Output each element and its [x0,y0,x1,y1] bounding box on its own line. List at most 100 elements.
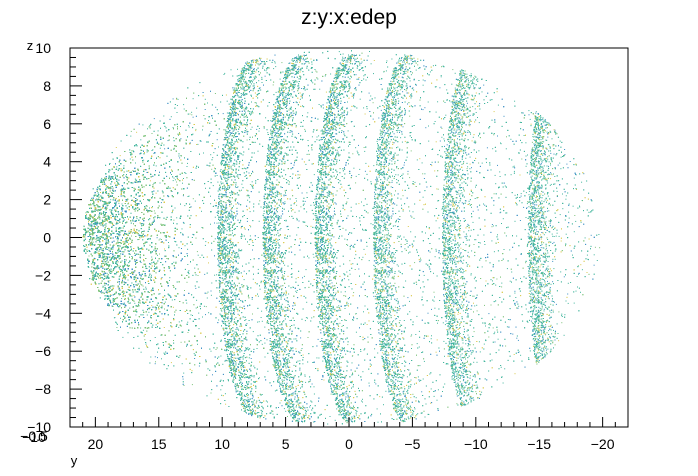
scatter-point [459,128,460,129]
scatter-point [117,324,118,325]
scatter-point [419,158,420,159]
scatter-point [233,148,234,149]
scatter-point [259,131,260,132]
scatter-point [366,136,367,137]
scatter-point [488,371,489,372]
scatter-point [174,178,175,179]
scatter-point [254,375,255,376]
scatter-point [467,224,468,225]
scatter-point [434,308,435,309]
scatter-point [344,169,345,170]
scatter-point [187,249,188,250]
scatter-point [252,127,253,128]
scatter-point [337,224,338,225]
scatter-point [493,225,494,226]
scatter-point [530,119,531,120]
scatter-point [277,101,278,102]
scatter-point [501,367,502,368]
scatter-point [479,205,480,206]
scatter-point [374,192,375,193]
scatter-point [205,314,206,315]
scatter-point [555,217,556,218]
scatter-point [265,76,266,77]
scatter-point [365,171,366,172]
scatter-point [464,211,465,212]
scatter-point [256,133,257,134]
scatter-point [339,51,340,52]
scatter-point [477,362,478,363]
scatter-point [369,383,370,384]
scatter-point [367,108,368,109]
scatter-point [416,414,417,415]
scatter-point [391,158,392,159]
scatter-point [211,381,212,382]
scatter-point [410,410,411,411]
scatter-point [174,314,175,315]
scatter-point [588,259,589,260]
scatter-point [577,276,578,277]
scatter-point [398,193,399,194]
scatter-point [318,135,319,136]
scatter-point [308,381,309,382]
scatter-point [152,176,153,177]
scatter-point [228,121,229,122]
scatter-point [160,239,161,240]
scatter-point [309,407,310,408]
scatter-point [337,150,338,151]
scatter-point [273,158,274,159]
scatter-point [205,359,206,360]
scatter-point [455,73,456,74]
scatter-point [294,365,295,366]
scatter-point [252,111,253,112]
scatter-point [150,180,151,181]
scatter-point [157,255,158,256]
scatter-point [597,260,598,261]
scatter-point [348,146,349,147]
scatter-point [568,303,569,304]
scatter-point [394,176,395,177]
scatter-point [306,403,307,404]
scatter-point [339,414,340,415]
scatter-point [214,255,215,256]
scatter-point [183,373,184,374]
scatter-point [245,229,246,230]
scatter-point [302,115,303,116]
scatter-point [123,174,124,175]
scatter-point [355,314,356,315]
scatter-point [263,408,264,409]
scatter-point [196,238,197,239]
scatter-point [443,322,444,323]
scatter-point [505,186,506,187]
scatter-point [423,85,424,86]
scatter-point [252,172,253,173]
scatter-point [506,197,507,198]
scatter-point [479,134,480,135]
scatter-point [300,126,301,127]
scatter-point [236,162,237,163]
scatter-point [487,170,488,171]
scatter-point [504,233,505,234]
scatter-point [386,359,387,360]
scatter-point [579,288,580,289]
scatter-point [169,277,170,278]
scatter-point [353,292,354,293]
scatter-point [356,332,357,333]
scatter-point [180,126,181,127]
scatter-point [308,140,309,141]
scatter-point [414,218,415,219]
scatter-point [298,361,299,362]
scatter-point [227,251,228,252]
scatter-point [154,188,155,189]
scatter-point [493,327,494,328]
scatter-point [565,215,566,216]
scatter-point [518,340,519,341]
scatter-point [187,166,188,167]
scatter-point [120,246,121,247]
scatter-point [228,179,229,180]
scatter-point [428,102,429,103]
scatter-point [195,288,196,289]
scatter-point [208,262,209,263]
scatter-point [118,223,119,224]
scatter-point [273,381,274,382]
scatter-point [401,199,402,200]
